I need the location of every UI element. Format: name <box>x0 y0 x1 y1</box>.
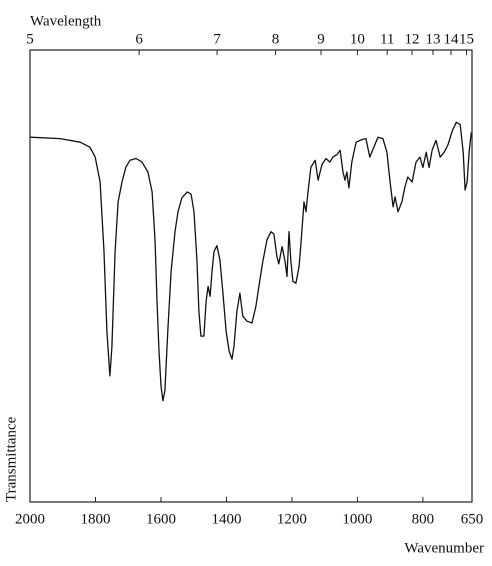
x-tick-label: 1000 <box>342 511 372 527</box>
x2-tick-label: 5 <box>26 31 34 47</box>
x-tick-label: 2000 <box>15 511 45 527</box>
x-tick-label: 1400 <box>211 511 241 527</box>
plot-frame <box>29 49 473 503</box>
x2-tick-label: 8 <box>272 31 280 47</box>
y-axis-title: Transmittance <box>3 416 19 502</box>
x2-tick-label: 12 <box>404 31 419 47</box>
x-tick-label: 800 <box>412 511 435 527</box>
x2-tick-label: 10 <box>350 31 365 47</box>
spectrum-line <box>29 121 472 402</box>
x-tick-label: 1800 <box>80 511 110 527</box>
x2-tick-label: 15 <box>459 31 474 47</box>
x2-tick-label: 11 <box>380 31 394 47</box>
top-axis-title: Wavelength <box>30 13 102 29</box>
x-tick-label: 1200 <box>277 511 307 527</box>
x2-tick-label: 9 <box>317 31 325 47</box>
x-tick-label: 650 <box>461 511 484 527</box>
x-tick-label: 1600 <box>146 511 176 527</box>
x2-tick-label: 6 <box>135 31 143 47</box>
x2-tick-label: 13 <box>425 31 440 47</box>
x2-tick-label: 14 <box>443 31 459 47</box>
x2-tick-label: 7 <box>213 31 221 47</box>
x-axis-title: Wavenumber <box>404 540 484 556</box>
